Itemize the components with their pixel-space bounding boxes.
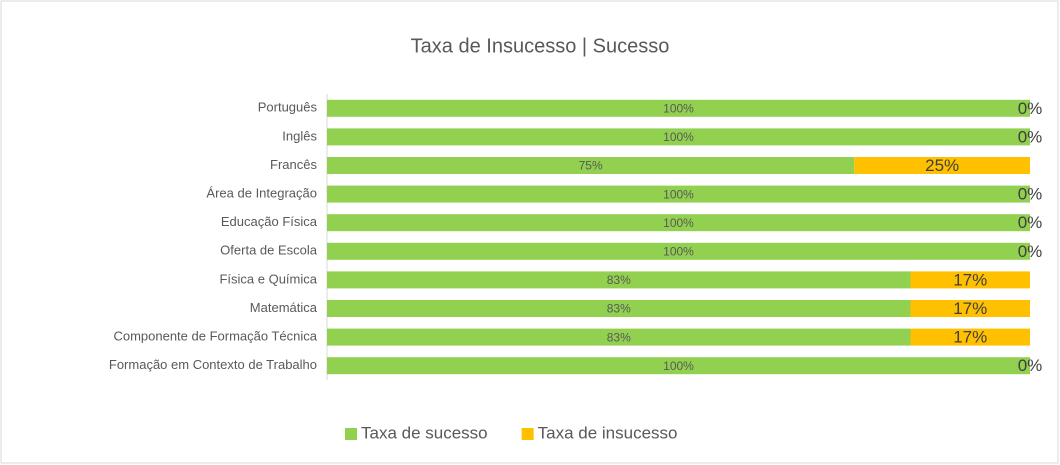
y-tick-label: Oferta de Escola (220, 243, 318, 258)
data-label: 0% (1018, 185, 1043, 204)
data-label: 83% (607, 330, 631, 344)
y-tick-label: Inglês (282, 128, 317, 143)
data-label: 100% (663, 187, 694, 201)
bar-segment (327, 157, 855, 174)
legend-label: Taxa de sucesso (361, 423, 488, 442)
y-tick-label: Português (258, 100, 318, 115)
bar-segment (327, 357, 1030, 375)
data-label: 83% (607, 302, 631, 316)
data-label: 17% (953, 328, 987, 347)
data-label: 0% (1018, 242, 1043, 261)
legend-swatch (345, 428, 357, 440)
data-label: 0% (1018, 213, 1043, 232)
bar-segment (910, 271, 1030, 289)
data-label: 25% (925, 156, 959, 175)
data-label: 100% (663, 359, 694, 373)
data-label: 75% (579, 159, 603, 173)
data-label: 0% (1018, 99, 1043, 118)
y-tick-label: Área de Integração (206, 186, 317, 201)
bar-segment (854, 157, 1030, 174)
data-label: 83% (607, 273, 631, 287)
bar-segment (327, 242, 1030, 260)
chart-title: Taxa de Insucesso | Sucesso (411, 35, 670, 57)
y-tick-label: Componente de Formação Técnica (113, 329, 317, 344)
bar-segment (327, 99, 1030, 117)
y-tick-label: Educação Física (221, 214, 318, 229)
legend-swatch (521, 428, 534, 440)
y-tick-label: Matemática (250, 300, 318, 315)
data-label: 0% (1018, 356, 1043, 375)
bar-segment (327, 214, 1030, 232)
bar-segment (327, 271, 911, 289)
data-label: 100% (663, 101, 694, 115)
bar-segment (910, 300, 1030, 317)
legend-label: Taxa de insucesso (538, 423, 678, 442)
data-label: 17% (953, 299, 987, 318)
data-label: 0% (1018, 127, 1043, 146)
y-tick-label: Formação em Contexto de Trabalho (109, 357, 317, 372)
data-label: 100% (663, 216, 694, 230)
data-label: 17% (953, 270, 987, 289)
bar-segment (910, 328, 1030, 346)
data-label: 100% (663, 244, 694, 258)
bar-segment (327, 300, 911, 317)
y-tick-label: Francês (270, 157, 317, 172)
bar-segment (327, 128, 1030, 146)
data-label: 100% (663, 130, 694, 144)
bar-segment (327, 328, 911, 346)
y-tick-label: Física e Química (219, 271, 317, 286)
bar-segment (327, 185, 1030, 203)
